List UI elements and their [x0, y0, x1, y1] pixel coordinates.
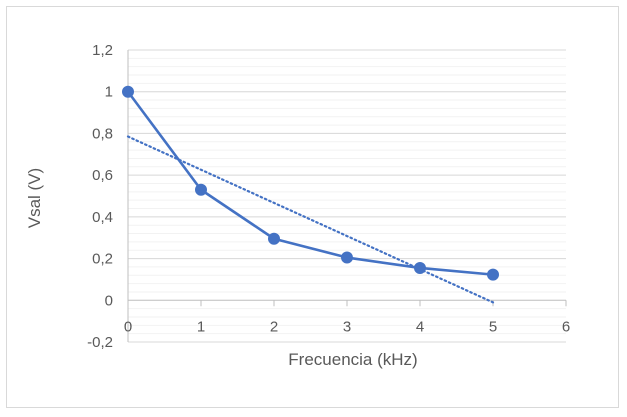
trendline-group [126, 135, 495, 304]
y-tick-label: 1 [105, 84, 113, 101]
series-group [122, 85, 499, 281]
data-point [268, 232, 280, 245]
y-tick-label: 1,2 [92, 42, 113, 59]
x-axis-title: Frecuencia (kHz) [288, 350, 417, 369]
data-point [195, 183, 207, 196]
y-tick-label: 0,8 [92, 125, 113, 142]
y-axis-title: Vsal (V) [25, 168, 44, 228]
y-tick-label: 0,2 [92, 251, 113, 268]
data-point [487, 268, 499, 281]
x-tick-label: 1 [197, 318, 205, 335]
y-tick-label: -0,2 [87, 334, 113, 351]
x-tick-label: 6 [562, 318, 570, 335]
series-line [126, 90, 494, 276]
data-point [122, 85, 134, 98]
x-tick-label: 2 [270, 318, 278, 335]
y-tick-label: 0,6 [92, 167, 113, 184]
tick-labels: -0,2 0 0,2 0,4 0,6 0,8 1 1,2 0 1 2 3 4 5 6 [87, 42, 570, 351]
y-tick-label: 0 [105, 292, 113, 309]
axes [127, 50, 567, 342]
x-tick-label: 4 [416, 318, 424, 335]
x-tick-label: 0 [124, 318, 132, 335]
grid-lines [128, 49, 566, 343]
data-point [341, 251, 353, 264]
trendline [126, 135, 495, 304]
data-point [414, 261, 426, 274]
x-tick-label: 3 [343, 318, 351, 335]
chart-container [6, 6, 619, 408]
y-tick-label: 0,4 [92, 209, 113, 226]
x-tick-label: 5 [489, 318, 497, 335]
